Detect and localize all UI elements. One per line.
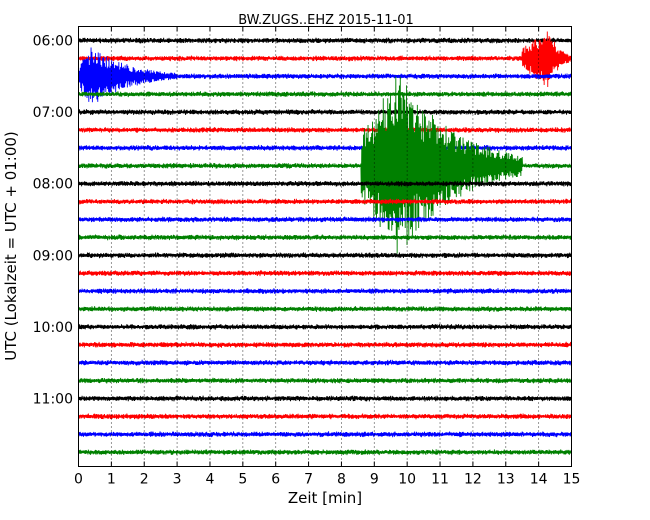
trace-1130 [78, 431, 572, 438]
x-tick-label: 10 [398, 472, 416, 488]
x-tick-label: 1 [107, 472, 116, 488]
x-tick-label: 14 [530, 472, 548, 488]
x-tick-label: 15 [563, 472, 581, 488]
x-tick-label: 5 [238, 472, 247, 488]
y-tick-label: 09:00 [33, 248, 73, 264]
trace-0845 [78, 234, 572, 241]
trace-1115 [78, 413, 572, 420]
trace-0830 [78, 216, 572, 223]
x-gridlines [110, 26, 540, 467]
trace-0815 [78, 198, 572, 205]
trace-0915 [78, 270, 572, 277]
trace-0615 [78, 31, 572, 87]
x-tick-label: 3 [173, 472, 182, 488]
y-axis-label: UTC (Lokalzeit = UTC + 01:00) [2, 131, 20, 361]
y-tick-label: 11:00 [33, 392, 73, 408]
trace-0700 [78, 109, 572, 116]
trace-1000 [78, 323, 572, 330]
y-tick-label: 07:00 [33, 105, 73, 121]
trace-0715 [78, 127, 572, 133]
x-axis-ticks: 0 1 2 3 4 5 6 7 8 9 10 11 12 13 14 15 [74, 26, 581, 488]
trace-0645 [78, 91, 572, 98]
plot-frame [78, 26, 572, 467]
trace-0900 [78, 252, 572, 259]
x-tick-label: 9 [370, 472, 379, 488]
x-tick-label: 12 [464, 472, 482, 488]
trace-0745 [78, 76, 572, 254]
y-tick-label: 10:00 [33, 320, 73, 336]
trace-0730 [78, 144, 572, 151]
trace-1030 [78, 359, 572, 366]
trace-0930 [78, 288, 572, 295]
x-tick-label: 7 [304, 472, 313, 488]
x-tick-label: 0 [74, 472, 83, 488]
x-tick-label: 11 [431, 472, 449, 488]
x-tick-label: 6 [271, 472, 280, 488]
trace-0600 [78, 37, 572, 44]
chart-title: BW.ZUGS..EHZ 2015-11-01 [238, 13, 414, 28]
x-tick-label: 13 [497, 472, 515, 488]
seismogram-traces [78, 31, 572, 456]
x-tick-label: 2 [140, 472, 149, 488]
trace-1100 [78, 395, 572, 402]
x-axis-label: Zeit [min] [288, 489, 362, 507]
trace-0630 [78, 47, 572, 103]
x-tick-label: 8 [337, 472, 346, 488]
trace-1015 [78, 341, 572, 348]
y-axis-ticks: 06:00 07:00 08:00 09:00 10:00 11:00 [33, 34, 572, 408]
trace-0800 [78, 180, 572, 187]
y-tick-label: 08:00 [33, 177, 73, 193]
trace-1145 [78, 449, 572, 456]
trace-0945 [78, 306, 572, 312]
trace-1045 [78, 377, 572, 384]
x-tick-label: 4 [206, 472, 215, 488]
y-tick-label: 06:00 [33, 34, 73, 50]
